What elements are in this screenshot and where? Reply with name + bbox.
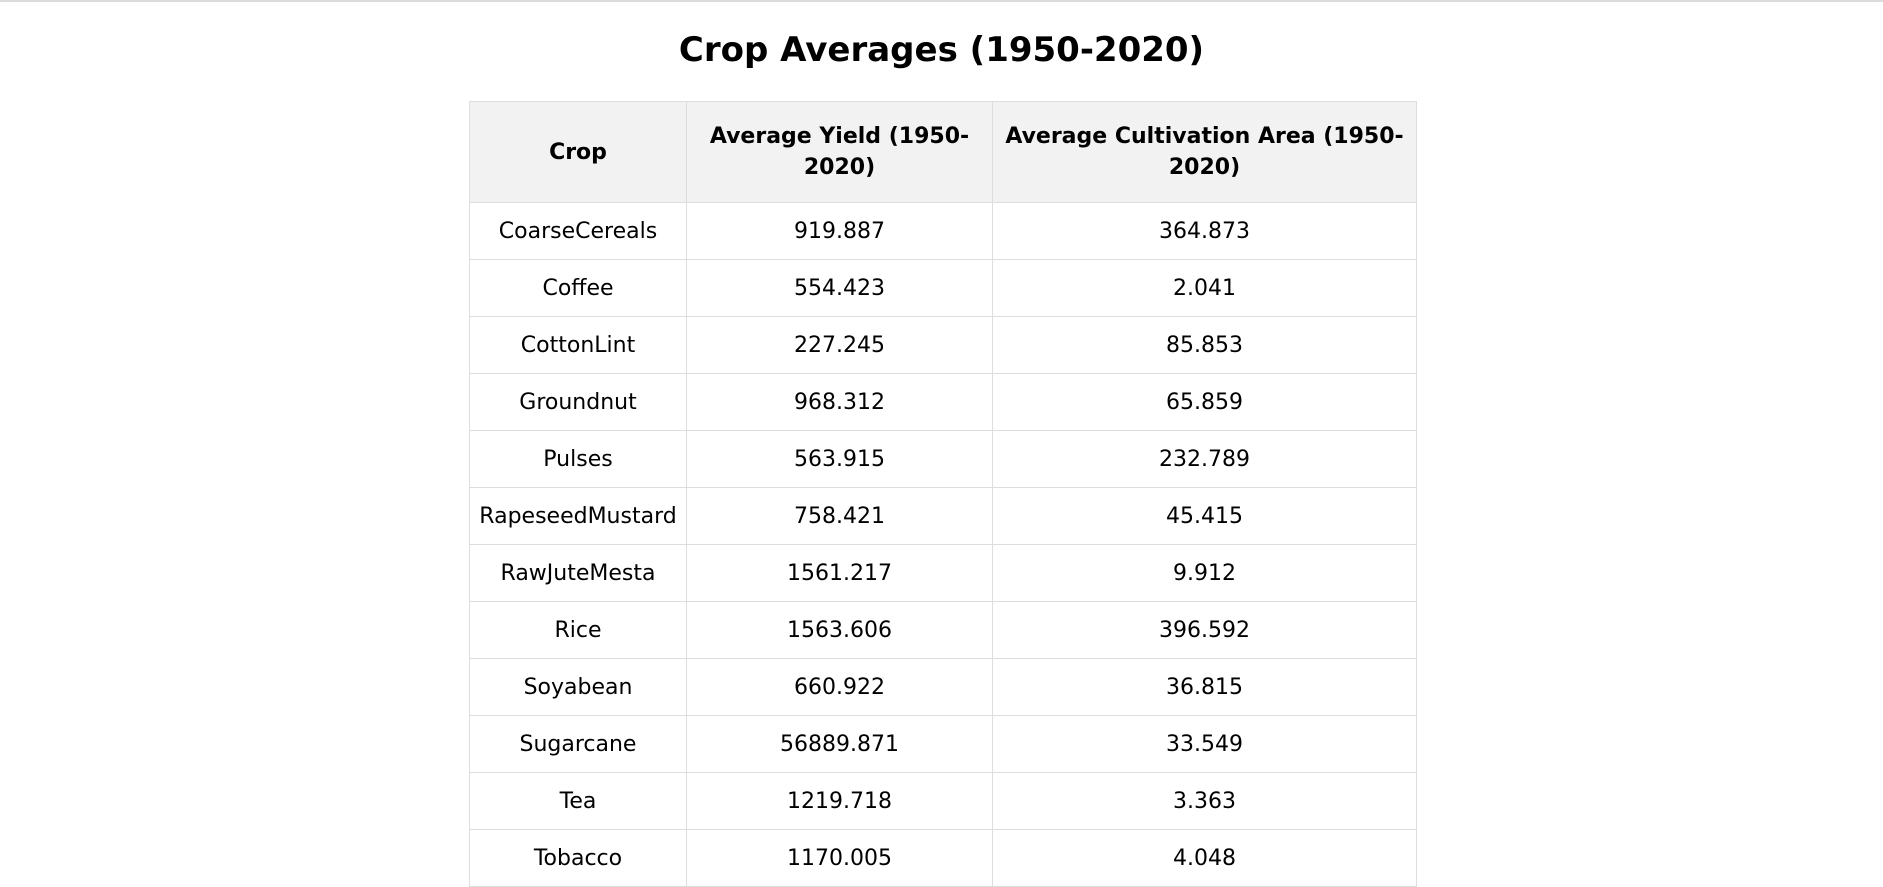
cell-average-yield: 563.915: [686, 430, 993, 488]
table-row: Tea 1219.718 3.363: [469, 772, 1417, 830]
crop-averages-table: Crop Average Yield (1950-2020) Average C…: [469, 101, 1417, 887]
table-row: Groundnut 968.312 65.859: [469, 373, 1417, 431]
cell-crop: RapeseedMustard: [469, 487, 687, 545]
cell-average-cultivation-area: 36.815: [992, 658, 1417, 716]
header-average-cultivation-area: Average Cultivation Area (1950-2020): [992, 101, 1417, 203]
cell-crop: Soyabean: [469, 658, 687, 716]
cell-average-yield: 919.887: [686, 202, 993, 260]
table-row: CoarseCereals 919.887 364.873: [469, 202, 1417, 260]
cell-average-yield: 56889.871: [686, 715, 993, 773]
top-divider: [0, 0, 1883, 2]
cell-crop: Tobacco: [469, 829, 687, 887]
cell-average-yield: 758.421: [686, 487, 993, 545]
cell-average-cultivation-area: 33.549: [992, 715, 1417, 773]
header-crop: Crop: [469, 101, 687, 203]
cell-average-yield: 554.423: [686, 259, 993, 317]
cell-average-yield: 660.922: [686, 658, 993, 716]
table-row: RawJuteMesta 1561.217 9.912: [469, 544, 1417, 602]
cell-crop: Pulses: [469, 430, 687, 488]
cell-average-cultivation-area: 396.592: [992, 601, 1417, 659]
table-header-row: Crop Average Yield (1950-2020) Average C…: [469, 101, 1417, 203]
cell-average-cultivation-area: 85.853: [992, 316, 1417, 374]
cell-average-cultivation-area: 2.041: [992, 259, 1417, 317]
cell-average-yield: 1170.005: [686, 829, 993, 887]
table-row: Tobacco 1170.005 4.048: [469, 829, 1417, 887]
table-row: Rice 1563.606 396.592: [469, 601, 1417, 659]
cell-crop: Sugarcane: [469, 715, 687, 773]
table-body: CoarseCereals 919.887 364.873 Coffee 554.423…: [469, 202, 1417, 887]
page-title: Crop Averages (1950-2020): [678, 30, 1205, 70]
cell-crop: CoarseCereals: [469, 202, 687, 260]
table-row: Sugarcane 56889.871 33.549: [469, 715, 1417, 773]
table-row: Coffee 554.423 2.041: [469, 259, 1417, 317]
cell-average-cultivation-area: 45.415: [992, 487, 1417, 545]
cell-crop: Tea: [469, 772, 687, 830]
table-row: Soyabean 660.922 36.815: [469, 658, 1417, 716]
cell-average-cultivation-area: 9.912: [992, 544, 1417, 602]
cell-average-cultivation-area: 65.859: [992, 373, 1417, 431]
cell-crop: CottonLint: [469, 316, 687, 374]
cell-average-yield: 1561.217: [686, 544, 993, 602]
cell-crop: Coffee: [469, 259, 687, 317]
cell-crop: Rice: [469, 601, 687, 659]
cell-average-cultivation-area: 364.873: [992, 202, 1417, 260]
table-row: CottonLint 227.245 85.853: [469, 316, 1417, 374]
cell-average-yield: 968.312: [686, 373, 993, 431]
cell-average-yield: 1219.718: [686, 772, 993, 830]
table-row: RapeseedMustard 758.421 45.415: [469, 487, 1417, 545]
table-row: Pulses 563.915 232.789: [469, 430, 1417, 488]
cell-average-yield: 1563.606: [686, 601, 993, 659]
cell-crop: Groundnut: [469, 373, 687, 431]
cell-average-cultivation-area: 4.048: [992, 829, 1417, 887]
cell-average-cultivation-area: 232.789: [992, 430, 1417, 488]
cell-crop: RawJuteMesta: [469, 544, 687, 602]
header-average-yield: Average Yield (1950-2020): [686, 101, 993, 203]
cell-average-yield: 227.245: [686, 316, 993, 374]
cell-average-cultivation-area: 3.363: [992, 772, 1417, 830]
